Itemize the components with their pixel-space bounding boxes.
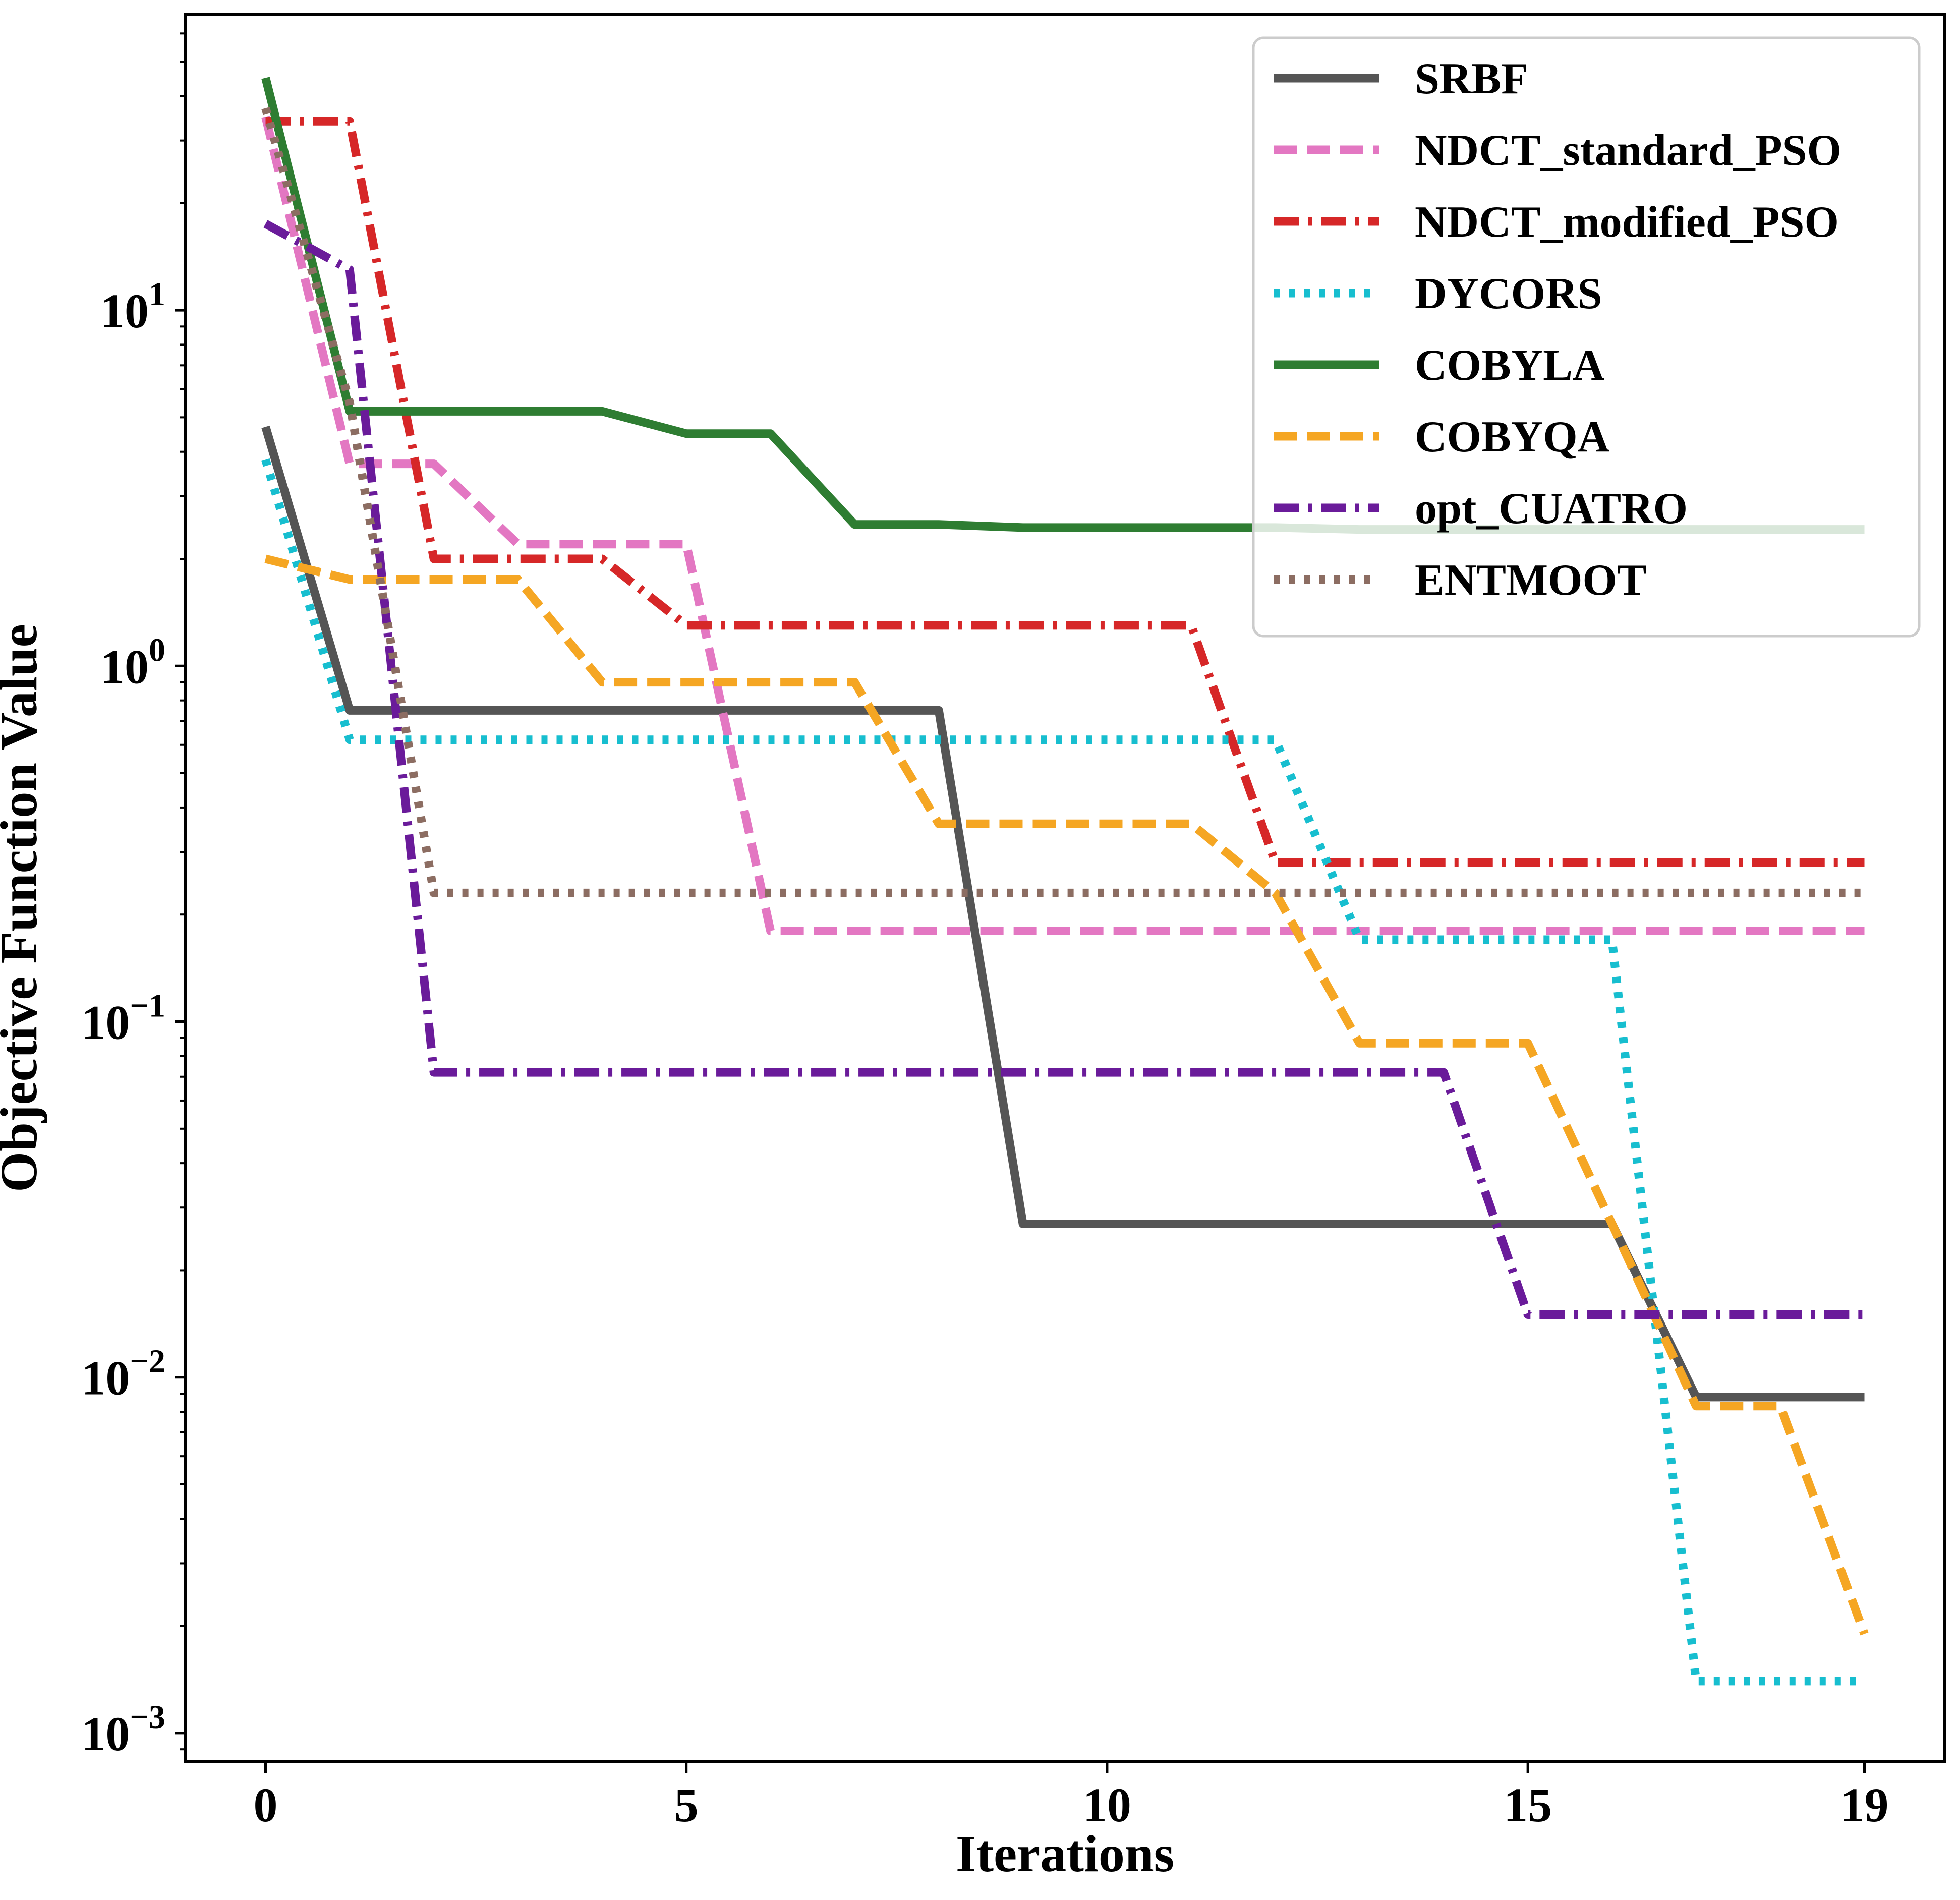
x-tick-label: 10 [1083,1778,1131,1832]
legend-label: COBYQA [1415,413,1609,462]
x-tick-label: 5 [674,1778,699,1832]
series-line-srbf [261,425,1865,1402]
x-tick-label: 19 [1840,1778,1889,1832]
legend-label: DYCORS [1415,269,1602,318]
series-line-opt-cuatro [263,220,1865,1319]
series-line-cobyqa [264,554,1869,1636]
legend: SRBF NDCT_standard_PSO NDCT_modified_PSO DY… [1252,36,1921,638]
legend-label: SRBF [1415,54,1528,103]
legend-label: NDCT_standard_PSO [1415,126,1841,175]
x-tick-label: 0 [254,1778,278,1832]
y-tick-label: 101 [100,276,165,338]
y-axis: 10−3 10−2 10−1 100 101 [81,276,186,1761]
series-line-ndct-modified-pso [265,117,1865,867]
y-axis-title: Objective Function Value [0,624,48,1192]
x-axis: 0 5 10 15 19 [254,1762,1889,1832]
legend-label: opt_CUATRO [1415,484,1688,533]
y-tick-label: 10−3 [81,1699,165,1761]
y-tick-label: 10−1 [81,988,165,1050]
series-line-entmoot [261,107,1865,897]
legend-box [1252,36,1921,638]
plot-frame [184,13,1946,1763]
x-axis-title: Iterations [956,1825,1174,1883]
legend-label: NDCT_modified_PSO [1415,198,1839,247]
y-tick-label: 10−2 [81,1343,165,1405]
legend-label: COBYLA [1415,341,1605,390]
series-line-dycors [261,458,1865,1686]
legend-label: ENTMOOT [1415,556,1647,605]
y-tick-label: 100 [100,631,165,694]
x-tick-label: 15 [1504,1778,1552,1832]
series-line-ndct-standard-pso [261,116,1865,935]
